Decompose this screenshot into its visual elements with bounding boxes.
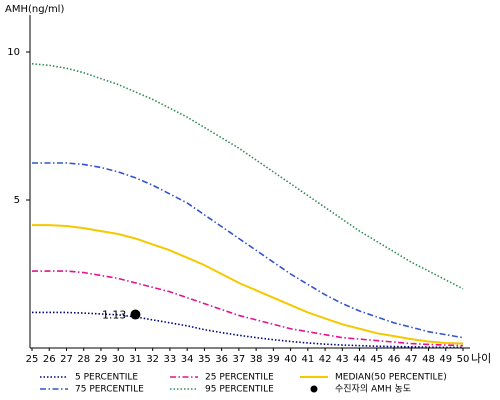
x-tick-label: 39: [267, 354, 280, 365]
x-tick-label: 30: [112, 354, 125, 365]
x-tick-label: 42: [319, 354, 332, 365]
legend-label: 95 PERCENTILE: [205, 385, 274, 395]
x-axis-label: 나이: [471, 352, 491, 365]
x-tick-label: 26: [43, 354, 56, 365]
legend-swatch: [310, 385, 318, 393]
x-tick-label: 47: [405, 354, 418, 365]
x-tick-label: 37: [233, 354, 246, 365]
x-tick-label: 38: [250, 354, 263, 365]
x-tick-label: 28: [77, 354, 90, 365]
series-line: [32, 162, 464, 339]
legend-label: 25 PERCENTILE: [205, 373, 274, 383]
x-tick-label: 29: [95, 354, 108, 365]
x-tick-label: 41: [301, 354, 314, 365]
x-tick-label: 34: [181, 354, 194, 365]
series-line: [32, 311, 463, 349]
x-tick-label: 31: [129, 354, 142, 365]
x-tick-label: 43: [336, 354, 349, 365]
legend-label: MEDIAN(50 PERCENTILE): [335, 373, 447, 383]
series-line: [32, 224, 464, 345]
x-tick-label: 40: [284, 354, 297, 365]
x-tick-label: 49: [439, 354, 452, 365]
legend-label: 75 PERCENTILE: [75, 385, 144, 395]
x-tick-label: 25: [26, 354, 39, 365]
x-tick-label: 45: [370, 354, 383, 365]
patient-point: [130, 309, 141, 320]
x-tick-label: 46: [388, 354, 401, 365]
y-axis-label: AMH(ng/ml): [5, 4, 64, 15]
data-label: 1.13: [102, 309, 127, 322]
legend-label: 5 PERCENTILE: [75, 373, 138, 383]
x-tick-label: 35: [198, 354, 211, 365]
x-tick-label: 50: [457, 354, 470, 365]
x-tick-label: 44: [353, 354, 366, 365]
x-tick-label: 48: [422, 354, 435, 365]
series-line: [32, 270, 464, 347]
series-line: [31, 63, 464, 290]
y-tick-label: 10: [7, 47, 20, 58]
x-tick-label: 27: [60, 354, 73, 365]
legend-label: 수진자의 AMH 농도: [335, 384, 411, 395]
x-tick-label: 33: [164, 354, 177, 365]
y-tick-label: 5: [14, 195, 20, 206]
x-tick-label: 36: [215, 354, 228, 365]
x-tick-label: 32: [146, 354, 159, 365]
